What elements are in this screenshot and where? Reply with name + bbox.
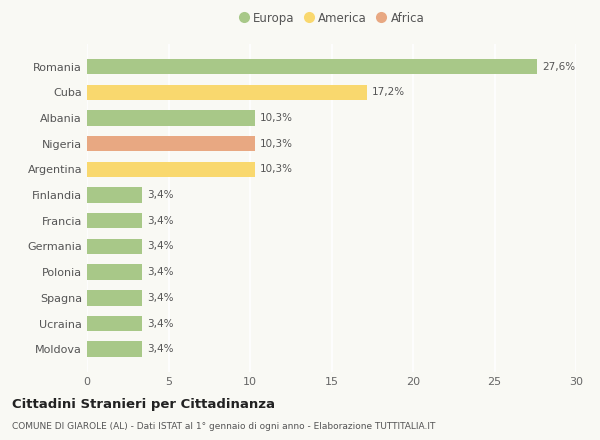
- Bar: [87, 136, 255, 151]
- Text: 3,4%: 3,4%: [148, 190, 174, 200]
- Bar: [87, 290, 142, 305]
- Bar: [87, 341, 142, 357]
- Text: 3,4%: 3,4%: [148, 216, 174, 226]
- Bar: [87, 239, 142, 254]
- Legend: Europa, America, Africa: Europa, America, Africa: [234, 7, 429, 30]
- Text: 10,3%: 10,3%: [260, 165, 293, 174]
- Bar: [87, 264, 142, 280]
- Text: Cittadini Stranieri per Cittadinanza: Cittadini Stranieri per Cittadinanza: [12, 398, 275, 411]
- Bar: [87, 84, 367, 100]
- Bar: [87, 213, 142, 228]
- Text: 3,4%: 3,4%: [148, 319, 174, 329]
- Text: 27,6%: 27,6%: [542, 62, 575, 72]
- Text: 3,4%: 3,4%: [148, 344, 174, 354]
- Text: 3,4%: 3,4%: [148, 267, 174, 277]
- Text: COMUNE DI GIAROLE (AL) - Dati ISTAT al 1° gennaio di ogni anno - Elaborazione TU: COMUNE DI GIAROLE (AL) - Dati ISTAT al 1…: [12, 422, 436, 430]
- Bar: [87, 316, 142, 331]
- Text: 3,4%: 3,4%: [148, 242, 174, 251]
- Bar: [87, 161, 255, 177]
- Text: 3,4%: 3,4%: [148, 293, 174, 303]
- Bar: [87, 187, 142, 203]
- Bar: [87, 110, 255, 126]
- Bar: [87, 59, 537, 74]
- Text: 10,3%: 10,3%: [260, 139, 293, 149]
- Text: 10,3%: 10,3%: [260, 113, 293, 123]
- Text: 17,2%: 17,2%: [372, 87, 406, 97]
